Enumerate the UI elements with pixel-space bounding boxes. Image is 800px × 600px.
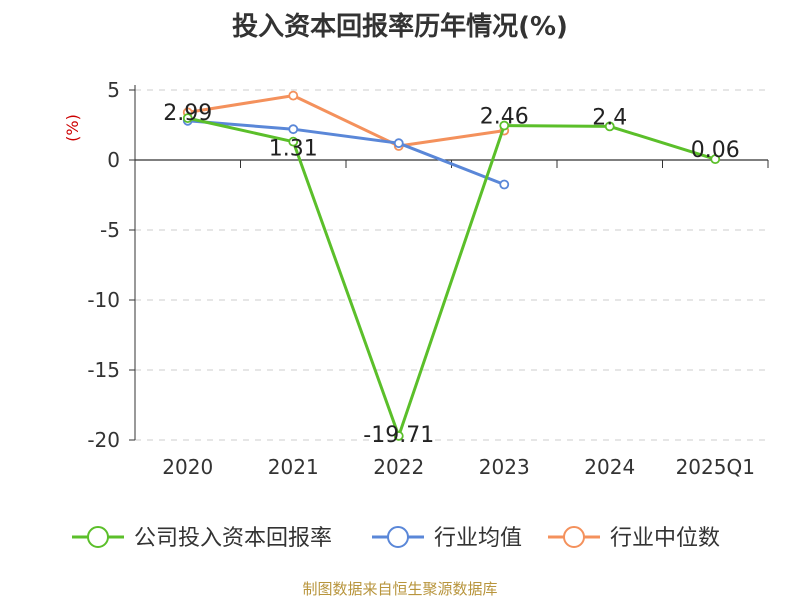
data-point [499,179,510,190]
y-tick-label: 5 [107,78,120,102]
data-point [288,124,299,135]
source-note: 制图数据来自恒生聚源数据库 [302,580,498,598]
data-point [710,154,721,165]
legend-marker [87,526,109,548]
y-tick-label: -5 [100,218,120,242]
data-point [288,136,299,147]
x-tick-label: 2025Q1 [676,455,755,479]
data-point [499,120,510,131]
series-line [187,94,505,148]
x-tick-label: 2021 [268,455,319,479]
x-tick-label: 2024 [584,455,635,479]
x-tick-label: 2022 [373,455,424,479]
x-tick-label: 2023 [479,455,530,479]
data-label: 2.4 [592,105,627,130]
data-label: 0.06 [691,138,740,163]
y-tick-label: -10 [87,288,120,312]
chart-title: 投入资本回报率历年情况(%) [232,12,568,42]
series-line [187,116,716,438]
data-label: 1.31 [269,137,318,162]
series-line [187,119,505,186]
data-labels: 2.99 1.31 -19.71 2.46 2.4 0.06 [163,101,739,448]
data-point [604,121,615,132]
y-axis-label: (%) [63,114,82,142]
line-chart: 5 0 -5 -10 -15 -20 2020 2021 2022 2023 2024 2025Q1 (… [63,78,769,551]
data-label: -19.71 [363,423,434,448]
legend-marker [387,526,409,548]
data-point [393,431,404,441]
legend-label: 行业均值 [434,526,522,551]
y-tick-label: -20 [87,428,120,452]
x-tick-label: 2020 [162,455,213,479]
series-lines [182,90,721,441]
legend-label: 公司投入资本回报率 [134,526,332,551]
y-tick-label: -15 [87,358,120,382]
legend: 公司投入资本回报率 行业均值 行业中位数 [72,526,720,551]
legend-label: 行业中位数 [610,526,720,551]
data-point [182,113,193,124]
y-tick-label: 0 [107,148,120,172]
axes: 5 0 -5 -10 -15 -20 2020 2021 2022 2023 2024 2025Q1 (… [63,78,769,479]
data-label: 2.99 [163,101,212,126]
data-label: 2.46 [480,105,529,130]
grid-lines [135,89,768,441]
data-point [288,90,299,101]
legend-marker [563,526,585,548]
data-point [393,138,404,149]
